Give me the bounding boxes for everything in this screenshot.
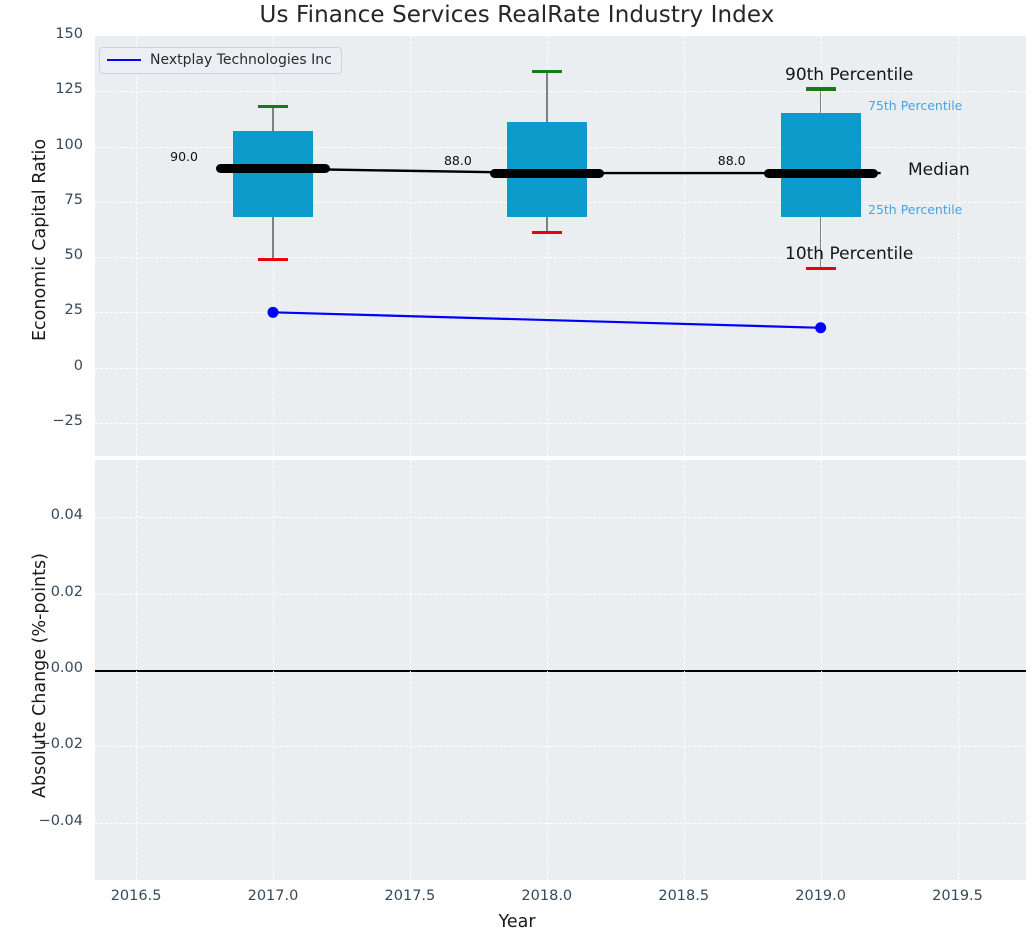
x-tick-label: 2016.5	[110, 888, 162, 904]
gridline-vertical	[820, 460, 822, 880]
annotation-median: Median	[908, 160, 970, 181]
gridline-horizontal	[95, 312, 1026, 314]
y-tick-label: 50	[64, 247, 83, 264]
gridline-vertical	[409, 36, 411, 456]
gridline-vertical	[546, 36, 548, 456]
x-tick-label: 2017.0	[247, 888, 299, 904]
gridline-vertical	[409, 460, 411, 880]
y-tick-label: 0	[73, 357, 83, 374]
whisker-cap-upper	[805, 87, 836, 91]
whisker-cap-lower	[257, 257, 288, 261]
upper-plot-area	[95, 36, 1026, 456]
y-tick-label: 150	[55, 26, 83, 42]
gridline-vertical	[272, 460, 274, 880]
series-point-marker	[267, 306, 279, 318]
gridline-vertical	[136, 36, 138, 456]
y-tick-label: −0.04	[38, 812, 83, 829]
median-value-label: 88.0	[717, 153, 746, 169]
median-value-label: 88.0	[443, 153, 472, 169]
y-tick-label: −0.02	[38, 736, 83, 753]
series-point-marker	[815, 322, 827, 334]
gridline-horizontal	[95, 91, 1026, 93]
zero-reference-line	[95, 670, 1026, 672]
whisker-cap-upper	[531, 69, 562, 73]
legend-item-label: Nextplay Technologies Inc	[150, 52, 332, 68]
x-axis-label: Year	[498, 912, 536, 932]
whisker-cap-lower	[805, 266, 836, 270]
annotation-90th-percentile: 90th Percentile	[785, 65, 914, 86]
median-marker	[215, 164, 330, 174]
y-tick-label: 0.02	[50, 583, 83, 600]
gridline-vertical	[136, 460, 138, 880]
y-tick-label: −25	[52, 412, 83, 429]
y-axis-label-bottom: Absolute Change (%-points)	[30, 553, 50, 798]
box-rect	[780, 113, 861, 218]
gridline-horizontal	[95, 257, 1026, 259]
y-tick-label: 0.04	[50, 507, 83, 524]
whisker-cap-upper	[257, 105, 288, 109]
gridline-vertical	[546, 460, 548, 880]
median-value-label: 90.0	[170, 148, 198, 164]
annotation-25th-percentile: 25th Percentile	[868, 202, 963, 218]
gridline-horizontal	[95, 422, 1026, 424]
y-tick-label: 75	[64, 191, 83, 208]
whisker-cap-lower	[531, 231, 562, 235]
gridline-horizontal	[95, 746, 1026, 748]
x-tick-label: 2017.5	[384, 888, 436, 904]
legend[interactable]: Nextplay Technologies Inc	[99, 47, 342, 74]
y-tick-label: 25	[64, 302, 83, 319]
x-tick-label: 2018.5	[658, 888, 710, 904]
y-tick-label: 125	[55, 81, 83, 98]
legend-line-icon	[107, 59, 141, 61]
y-axis-label-top: Economic Capital Ratio	[30, 138, 50, 341]
y-tick-label: 0.00	[50, 660, 83, 676]
page-title: Us Finance Services RealRate Industry In…	[259, 2, 775, 28]
gridline-horizontal	[95, 367, 1026, 369]
annotation-75th-percentile: 75th Percentile	[868, 98, 963, 114]
gridline-vertical	[683, 460, 685, 880]
gridline-vertical	[957, 36, 959, 456]
gridline-horizontal	[95, 593, 1026, 595]
median-trend-line	[272, 167, 547, 175]
box-rect	[232, 131, 313, 218]
series-line	[272, 311, 821, 329]
y-tick-label: 100	[55, 136, 83, 153]
x-tick-label: 2018.0	[521, 888, 573, 904]
gridline-vertical	[683, 36, 685, 456]
x-tick-label: 2019.5	[932, 888, 983, 904]
gridline-vertical	[957, 460, 959, 880]
gridline-horizontal	[95, 822, 1026, 824]
annotation-10th-percentile: 10th Percentile	[785, 244, 914, 265]
gridline-horizontal	[95, 517, 1026, 519]
x-tick-label: 2019.0	[795, 888, 846, 904]
